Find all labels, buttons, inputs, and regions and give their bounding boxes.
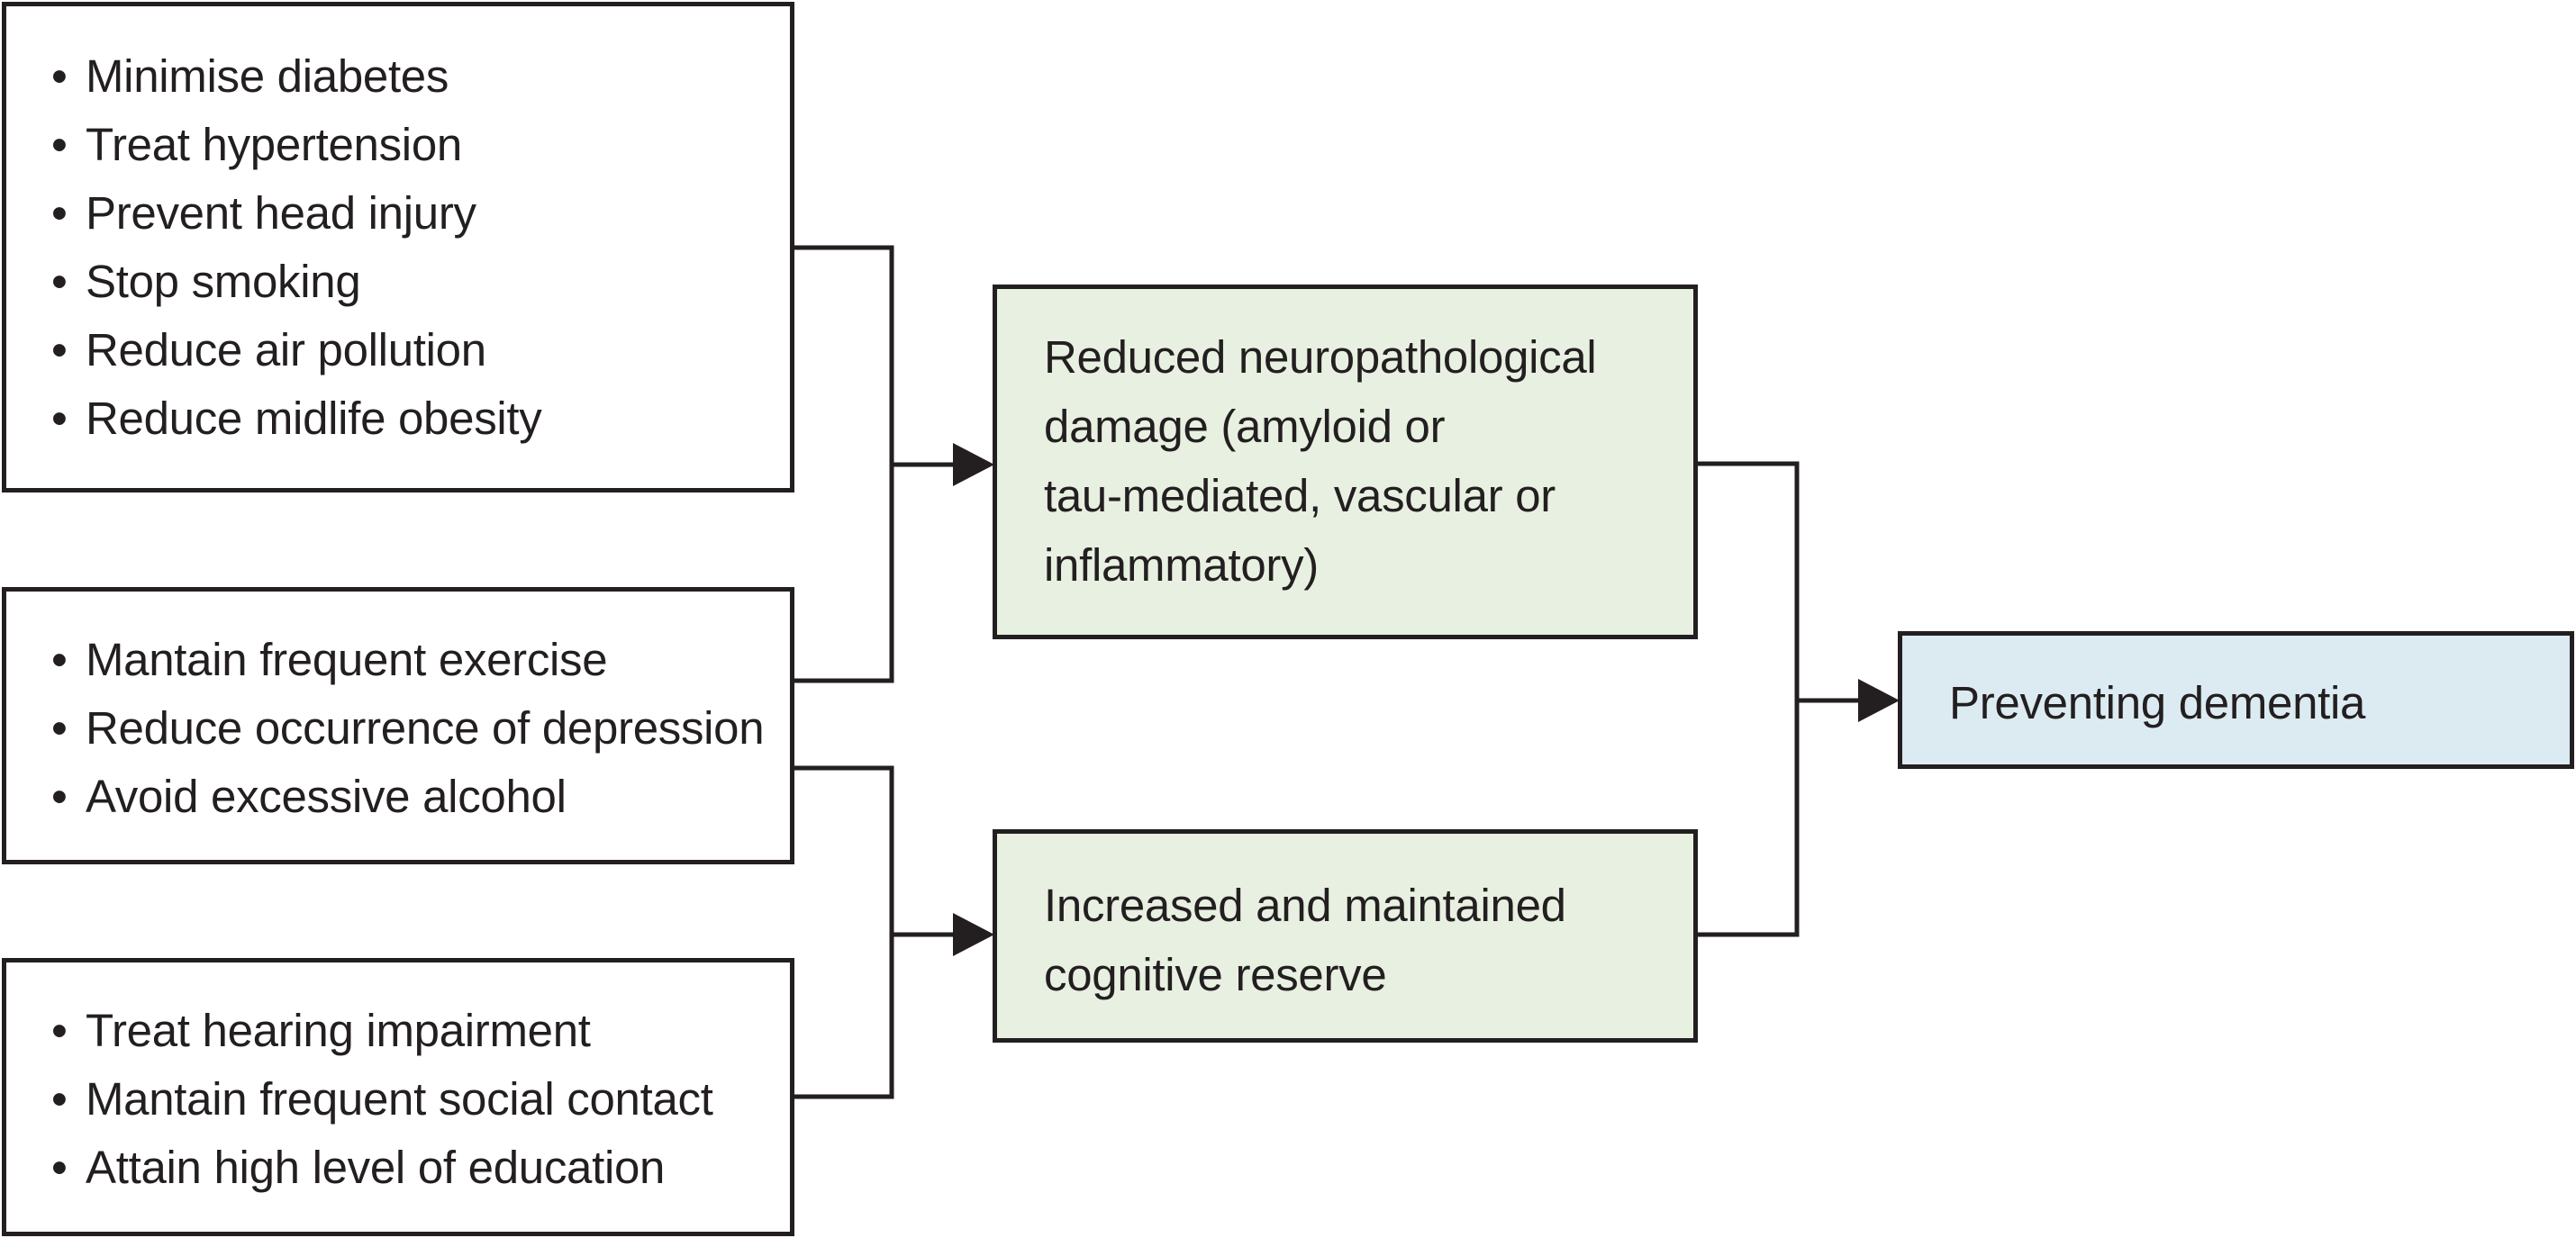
- cognitive-reserve-box: Increased and maintained cognitive reser…: [993, 829, 1698, 1043]
- connector-box3-to-cognitive-reserve: [794, 935, 894, 1099]
- bullet-icon: •: [51, 634, 68, 685]
- risk-factor-list-1: • Minimise diabetes • Treat hypertension •…: [51, 42, 542, 453]
- bullet-icon: •: [51, 50, 68, 102]
- preventing-dementia-label: Preventing dementia: [1949, 677, 2366, 728]
- risk-factor-list-2: • Mantain frequent exercise • Reduce occur…: [51, 626, 765, 831]
- risk-factor-item: • Reduce air pollution: [51, 316, 542, 384]
- risk-factor-box-3: • Treat hearing impairment • Mantain frequ…: [2, 958, 794, 1236]
- bullet-icon: •: [51, 1005, 68, 1056]
- arrowhead-outcome: [1858, 679, 1900, 722]
- risk-factor-item: • Mantain frequent social contact: [51, 1065, 713, 1134]
- risk-factor-item: • Prevent head injury: [51, 179, 542, 248]
- connector-box1-to-neuropathology: [794, 245, 955, 467]
- risk-factor-item: • Avoid excessive alcohol: [51, 763, 764, 831]
- risk-factor-item: • Treat hypertension: [51, 111, 542, 179]
- bullet-icon: •: [51, 256, 68, 307]
- arrowhead-cognitive-reserve: [953, 913, 994, 956]
- connector-cognitive-reserve-to-outcome: [1698, 700, 1800, 937]
- bullet-icon: •: [51, 187, 68, 239]
- bullet-icon: •: [51, 1142, 68, 1193]
- risk-factor-item: • Minimise diabetes: [51, 42, 542, 111]
- bullet-icon: •: [51, 324, 68, 375]
- connector-box2-to-neuropathology: [794, 465, 894, 683]
- arrowhead-neuropathology: [953, 443, 994, 486]
- cognitive-reserve-label: Increased and maintained cognitive reser…: [1044, 880, 1566, 1000]
- neuropathological-damage-label: Reduced neuropathological damage (amyloi…: [1044, 331, 1597, 591]
- risk-factor-item: • Treat hearing impairment: [51, 997, 713, 1065]
- bullet-icon: •: [51, 1073, 68, 1125]
- risk-factor-item: • Stop smoking: [51, 248, 542, 316]
- risk-factor-box-2: • Mantain frequent exercise • Reduce occur…: [2, 587, 794, 864]
- risk-factor-item: • Attain high level of education: [51, 1134, 713, 1202]
- risk-factor-box-1: • Minimise diabetes • Treat hypertension •…: [2, 2, 794, 492]
- preventing-dementia-box: Preventing dementia: [1898, 631, 2574, 769]
- bullet-icon: •: [51, 702, 68, 754]
- bullet-icon: •: [51, 393, 68, 444]
- connector-box2-to-cognitive-reserve: [794, 765, 955, 937]
- risk-factor-item: • Mantain frequent exercise: [51, 626, 764, 694]
- bullet-icon: •: [51, 771, 68, 822]
- risk-factor-item: • Reduce midlife obesity: [51, 384, 542, 453]
- risk-factor-list-3: • Treat hearing impairment • Mantain frequ…: [51, 997, 713, 1202]
- risk-factor-item: • Reduce occurrence of depression: [51, 694, 765, 763]
- connector-neuropathology-to-outcome: [1698, 461, 1860, 703]
- neuropathological-damage-box: Reduced neuropathological damage (amyloi…: [993, 285, 1698, 639]
- bullet-icon: •: [51, 119, 68, 170]
